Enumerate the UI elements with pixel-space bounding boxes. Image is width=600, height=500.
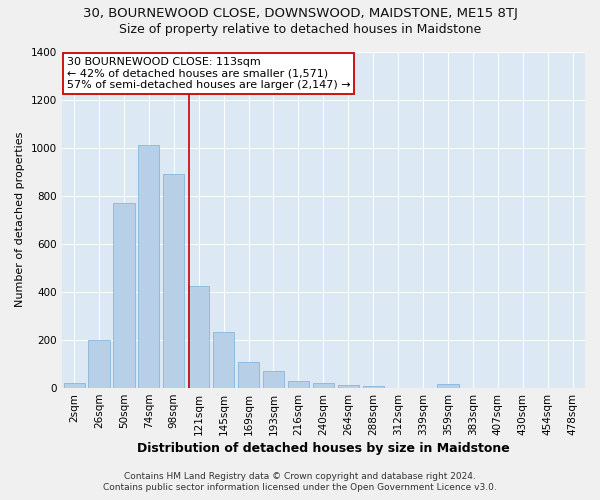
Text: Contains HM Land Registry data © Crown copyright and database right 2024.
Contai: Contains HM Land Registry data © Crown c… [103,472,497,492]
Bar [88,340,110,388]
Bar [288,382,309,388]
Bar [313,383,334,388]
Text: Size of property relative to detached houses in Maidstone: Size of property relative to detached ho… [119,22,481,36]
Text: 30, BOURNEWOOD CLOSE, DOWNSWOOD, MAIDSTONE, ME15 8TJ: 30, BOURNEWOOD CLOSE, DOWNSWOOD, MAIDSTO… [83,8,517,20]
Text: 30 BOURNEWOOD CLOSE: 113sqm
← 42% of detached houses are smaller (1,571)
57% of : 30 BOURNEWOOD CLOSE: 113sqm ← 42% of det… [67,56,350,90]
Bar [362,386,384,388]
Bar [338,385,359,388]
Bar [64,383,85,388]
Bar [188,286,209,388]
Bar [113,203,134,388]
Bar [163,174,184,388]
Bar [263,371,284,388]
Bar [138,146,160,388]
Bar [238,362,259,388]
Y-axis label: Number of detached properties: Number of detached properties [15,132,25,308]
Bar [437,384,458,388]
X-axis label: Distribution of detached houses by size in Maidstone: Distribution of detached houses by size … [137,442,510,455]
Bar [213,332,234,388]
